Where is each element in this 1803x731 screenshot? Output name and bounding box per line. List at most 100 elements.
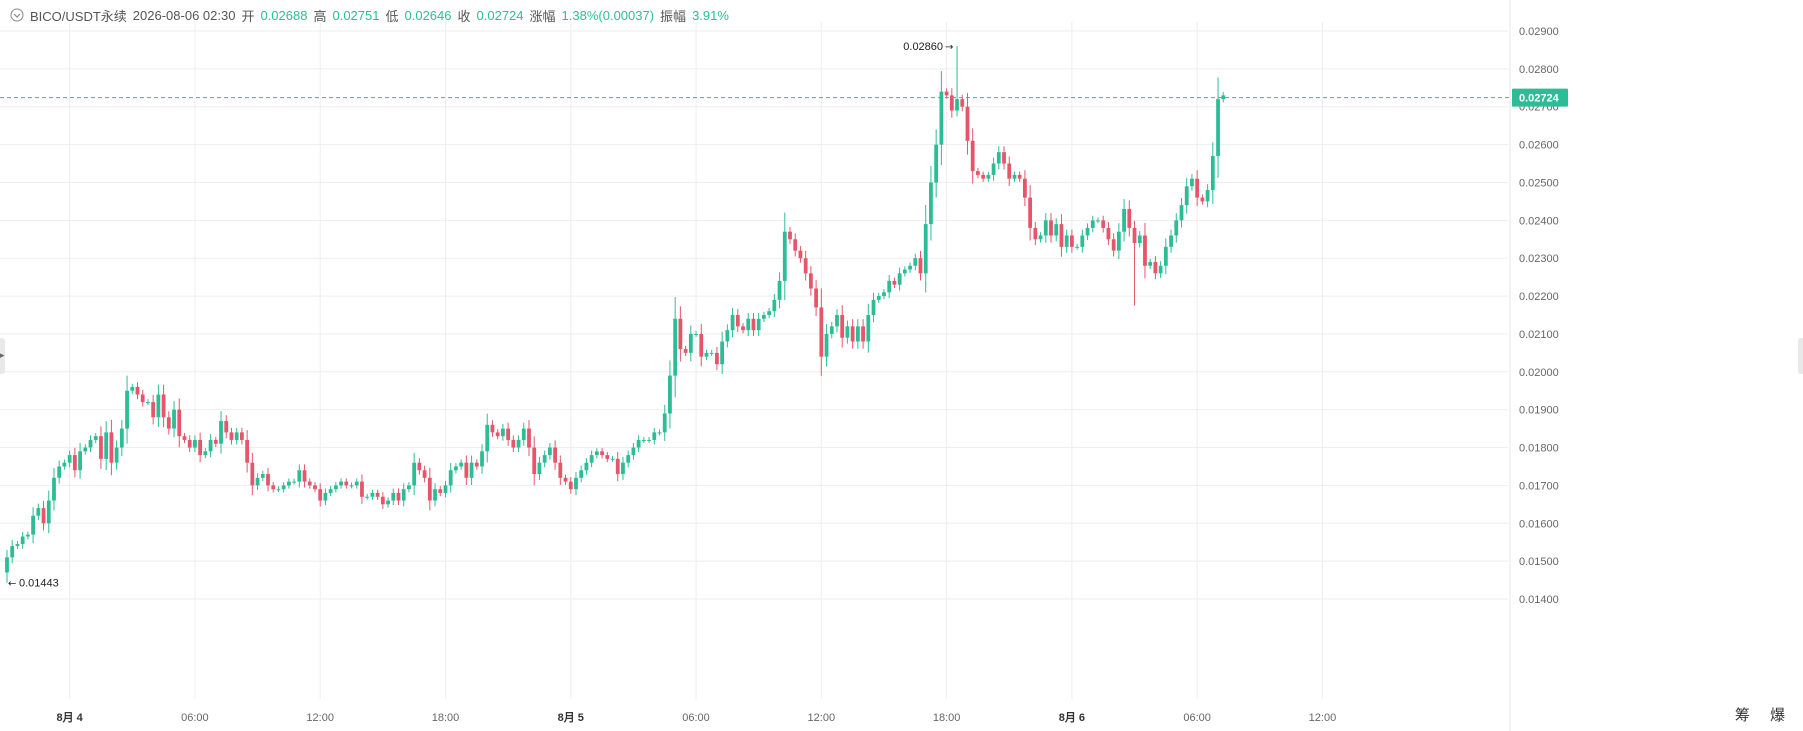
candle-up[interactable] [1210, 142, 1215, 204]
candle-down[interactable] [965, 92, 970, 155]
candle-up[interactable] [1064, 229, 1069, 253]
candle-down[interactable] [41, 500, 46, 531]
candle-up[interactable] [902, 266, 907, 277]
candle-down[interactable] [741, 323, 745, 334]
candle-down[interactable] [918, 251, 923, 281]
candle-down[interactable] [250, 452, 255, 496]
candle-up[interactable] [547, 442, 552, 460]
candle-up[interactable] [574, 471, 578, 496]
candle-up[interactable] [882, 289, 886, 300]
candle-up[interactable] [887, 275, 892, 299]
candle-down[interactable] [568, 477, 573, 494]
candle-up[interactable] [349, 482, 354, 489]
candle-down[interactable] [417, 458, 422, 475]
candle-up[interactable] [876, 292, 881, 304]
candle-up[interactable] [15, 541, 20, 549]
candle-down[interactable] [161, 384, 166, 428]
candle-down[interactable] [396, 488, 401, 506]
candle-down[interactable] [840, 305, 845, 348]
candle-up[interactable] [652, 427, 657, 445]
candle-up[interactable] [412, 452, 417, 496]
candle-down[interactable] [151, 394, 156, 425]
candle-up[interactable] [908, 262, 912, 273]
candle-up[interactable] [694, 330, 698, 337]
time-axis[interactable]: 8月 4 06:00 12:00 18:00 8月 5 06:00 12:00 18:00 8月… [56, 711, 1336, 724]
candle-up[interactable] [991, 157, 996, 181]
candle-up[interactable] [292, 478, 296, 485]
candle-up[interactable] [725, 324, 730, 348]
candle-down[interactable] [198, 432, 203, 463]
candle-down[interactable] [699, 324, 704, 367]
candle-down[interactable] [464, 455, 469, 486]
candle-up[interactable] [172, 401, 176, 438]
candle-up[interactable] [469, 455, 474, 486]
collapse-chevron-icon[interactable] [10, 8, 24, 22]
candle-up[interactable] [1012, 171, 1017, 182]
candle-up[interactable] [20, 531, 25, 549]
candle-up[interactable] [610, 455, 615, 462]
candle-up[interactable] [146, 399, 150, 406]
candle-up[interactable] [407, 482, 411, 493]
candle-up[interactable] [203, 448, 208, 459]
candle-up[interactable] [1179, 197, 1184, 228]
candle-down[interactable] [1017, 171, 1022, 182]
candle-up[interactable] [939, 71, 944, 166]
candle-up[interactable] [448, 463, 453, 493]
candle-down[interactable] [213, 436, 218, 447]
candle-up[interactable] [934, 129, 939, 198]
candle-up[interactable] [537, 456, 542, 480]
candle-up[interactable] [454, 463, 458, 474]
candle-down[interactable] [266, 468, 270, 492]
candle-down[interactable] [798, 246, 803, 263]
candle-up[interactable] [866, 303, 871, 353]
candle-up[interactable] [579, 465, 584, 483]
candle-up[interactable] [281, 482, 286, 493]
candle-up[interactable] [871, 292, 876, 323]
candle-down[interactable] [438, 485, 443, 497]
candle-down[interactable] [360, 474, 364, 504]
candle-down[interactable] [683, 345, 688, 357]
candle-down[interactable] [814, 279, 818, 316]
candle-down[interactable] [1132, 220, 1137, 306]
right-panel-handle[interactable] [1798, 338, 1803, 374]
candle-down[interactable] [245, 430, 250, 473]
candle-up[interactable] [130, 383, 135, 394]
candle-down[interactable] [99, 426, 103, 469]
candle-up[interactable] [929, 165, 933, 241]
candle-up[interactable] [986, 171, 991, 182]
candle-up[interactable] [234, 427, 239, 445]
candle-down[interactable] [1153, 256, 1158, 280]
candle-up[interactable] [386, 497, 390, 508]
candle-down[interactable] [1059, 214, 1064, 257]
candle-up[interactable] [641, 437, 646, 443]
candle-down[interactable] [735, 309, 740, 333]
expand-left-arrow-icon[interactable]: ▸ [0, 350, 5, 360]
candle-down[interactable] [302, 464, 307, 488]
candle-up[interactable] [36, 503, 41, 521]
symbol-name[interactable]: BICO/USDT永续 [30, 8, 127, 24]
candle-up[interactable] [1158, 261, 1163, 278]
candle-down[interactable] [177, 398, 182, 448]
candle-up[interactable] [709, 349, 714, 356]
candle-down[interactable] [615, 451, 620, 482]
candle-up[interactable] [67, 450, 72, 468]
candle-down[interactable] [819, 288, 824, 376]
candle-up[interactable] [913, 253, 918, 271]
candle-down[interactable] [495, 429, 500, 440]
candle-up[interactable] [824, 324, 829, 367]
candle-down[interactable] [1007, 156, 1012, 186]
candle-down[interactable] [380, 492, 385, 509]
candle-up[interactable] [923, 204, 928, 293]
candle-down[interactable] [788, 227, 792, 244]
candle-up[interactable] [370, 489, 375, 500]
candle-up[interactable] [5, 550, 9, 583]
candle-up[interactable] [584, 458, 589, 475]
candle-down[interactable] [427, 467, 432, 511]
candle-up[interactable] [93, 432, 98, 444]
candle-up[interactable] [78, 442, 82, 479]
candle-up[interactable] [119, 420, 124, 457]
candle-up[interactable] [631, 442, 636, 460]
candle-down[interactable] [271, 482, 276, 493]
